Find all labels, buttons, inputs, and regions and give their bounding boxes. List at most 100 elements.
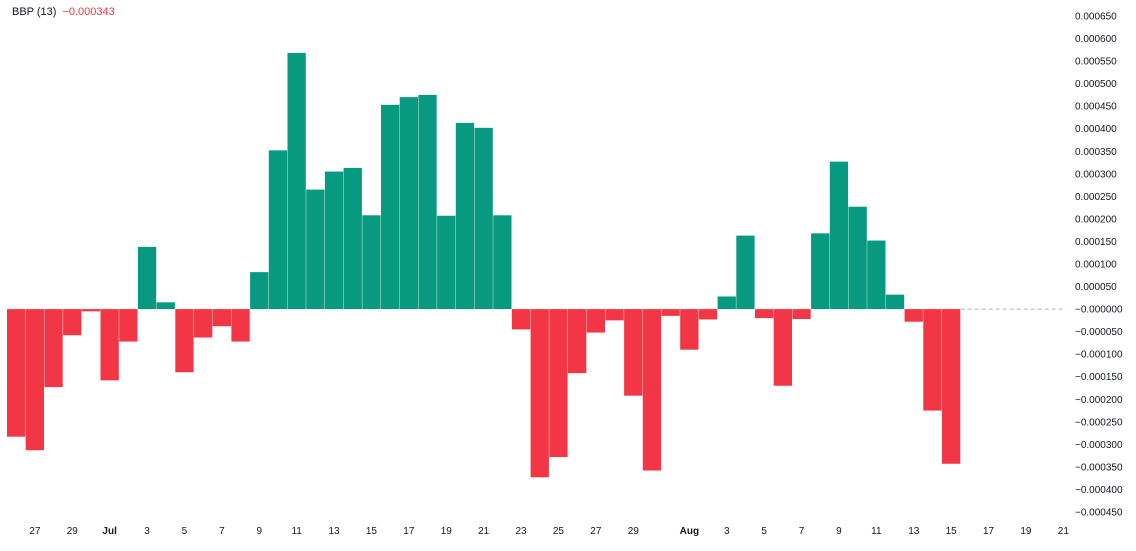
x-tick-label: 7 xyxy=(799,526,805,537)
histogram-bar xyxy=(642,309,662,471)
y-tick-label: −0.000000 xyxy=(1075,305,1123,316)
histogram-bar xyxy=(904,309,923,322)
histogram-bar xyxy=(63,309,82,336)
x-tick-label: 13 xyxy=(908,526,920,537)
y-tick-label: 0.000350 xyxy=(1075,147,1117,158)
histogram-bar xyxy=(624,309,643,396)
y-axis: 0.000650 0.000600 0.000550 0.000500 0.000450… xyxy=(1075,12,1123,519)
histogram-bar xyxy=(474,127,493,310)
histogram-bar xyxy=(231,309,250,342)
histogram-bar xyxy=(586,309,605,333)
x-tick-label: 19 xyxy=(441,526,453,537)
y-tick-label: −0.000300 xyxy=(1075,440,1123,451)
y-tick-label: −0.000100 xyxy=(1075,350,1123,361)
histogram-bar xyxy=(194,309,213,338)
x-tick-label: 23 xyxy=(515,526,527,537)
y-tick-label: 0.000050 xyxy=(1075,282,1117,293)
histogram-bar xyxy=(306,189,325,310)
x-tick-label: 29 xyxy=(67,526,79,537)
histogram-bar xyxy=(848,206,867,310)
histogram-bar xyxy=(923,309,942,411)
histogram-bar xyxy=(792,309,811,320)
histogram-bar xyxy=(324,171,344,310)
x-tick-label: 9 xyxy=(836,526,842,537)
histogram-bar xyxy=(381,104,400,310)
histogram-bar xyxy=(44,309,63,388)
x-axis: 27 29 Jul 3 5 7 9 11 13 15 17 19 21 23 25 27 29 Aug 3 5 7 9 11… xyxy=(29,526,1069,537)
x-tick-label: 27 xyxy=(29,526,41,537)
histogram-bar xyxy=(493,215,512,310)
y-tick-label: 0.000150 xyxy=(1075,237,1117,248)
y-tick-label: 0.000550 xyxy=(1075,57,1117,68)
histogram-bar xyxy=(885,294,905,310)
y-tick-label: 0.000250 xyxy=(1075,192,1117,203)
indicator-legend: BBP (13) −0.000343 xyxy=(12,6,115,18)
histogram-bar xyxy=(362,215,381,310)
y-tick-label: −0.000350 xyxy=(1075,462,1123,473)
histogram-bar xyxy=(156,302,175,310)
x-tick-month-label: Jul xyxy=(102,526,117,537)
y-tick-label: 0.000400 xyxy=(1075,124,1117,135)
histogram-bar xyxy=(661,309,680,316)
x-tick-label: 3 xyxy=(144,526,150,537)
histogram-bar xyxy=(680,309,699,350)
histogram-bar xyxy=(437,215,456,310)
y-tick-label: 0.000650 xyxy=(1075,12,1117,23)
x-tick-label: 11 xyxy=(871,526,882,537)
x-tick-label: 19 xyxy=(1020,526,1032,537)
histogram-bar xyxy=(250,272,269,310)
x-tick-month-label: Aug xyxy=(680,526,699,537)
histogram-bar xyxy=(549,309,568,457)
histogram-bar xyxy=(942,309,961,464)
histogram-bar xyxy=(81,309,101,312)
x-tick-label: 5 xyxy=(182,526,188,537)
x-tick-label: 17 xyxy=(403,526,415,537)
histogram-bar xyxy=(343,167,362,310)
histogram-bar xyxy=(698,309,718,320)
histogram-bar xyxy=(755,309,774,319)
y-tick-label: −0.000050 xyxy=(1075,327,1123,338)
histogram-bar xyxy=(119,309,138,342)
x-tick-label: 5 xyxy=(761,526,767,537)
y-tick-label: −0.000400 xyxy=(1075,485,1123,496)
x-tick-label: 21 xyxy=(1058,526,1070,537)
histogram-bar xyxy=(287,52,306,310)
histogram-bar xyxy=(212,309,231,327)
y-tick-label: 0.000500 xyxy=(1075,79,1117,90)
histogram-bar xyxy=(530,309,549,478)
y-tick-label: 0.000200 xyxy=(1075,214,1117,225)
y-tick-label: −0.000150 xyxy=(1075,372,1123,383)
x-tick-label: 3 xyxy=(724,526,730,537)
y-tick-label: 0.000600 xyxy=(1075,34,1117,45)
x-tick-label: 9 xyxy=(256,526,262,537)
histogram-bar xyxy=(7,309,26,437)
histogram-bar xyxy=(455,122,475,310)
indicator-name: BBP (13) xyxy=(12,6,57,18)
histogram-bar xyxy=(137,246,157,310)
x-tick-label: 13 xyxy=(328,526,340,537)
histogram-bar xyxy=(829,161,849,310)
histogram-bars xyxy=(7,52,961,478)
y-tick-label: −0.000200 xyxy=(1075,395,1123,406)
x-tick-label: 21 xyxy=(478,526,490,537)
histogram-bar xyxy=(717,296,736,310)
histogram-bar xyxy=(605,309,624,321)
x-tick-label: 15 xyxy=(366,526,378,537)
x-tick-label: 11 xyxy=(291,526,302,537)
histogram-bar xyxy=(568,309,587,374)
histogram-bar xyxy=(268,150,288,310)
histogram-bar xyxy=(867,240,886,310)
indicator-value: −0.000343 xyxy=(62,6,115,18)
y-tick-label: −0.000450 xyxy=(1075,508,1123,519)
x-tick-label: 7 xyxy=(219,526,225,537)
histogram-bar xyxy=(399,97,418,310)
y-tick-label: 0.000450 xyxy=(1075,102,1117,113)
x-tick-label: 17 xyxy=(983,526,995,537)
histogram-bar xyxy=(811,233,830,310)
histogram-bar xyxy=(100,309,119,381)
histogram-bar xyxy=(25,309,44,451)
x-tick-label: 29 xyxy=(628,526,640,537)
histogram-bar xyxy=(418,94,437,310)
y-tick-label: 0.000100 xyxy=(1075,260,1117,271)
